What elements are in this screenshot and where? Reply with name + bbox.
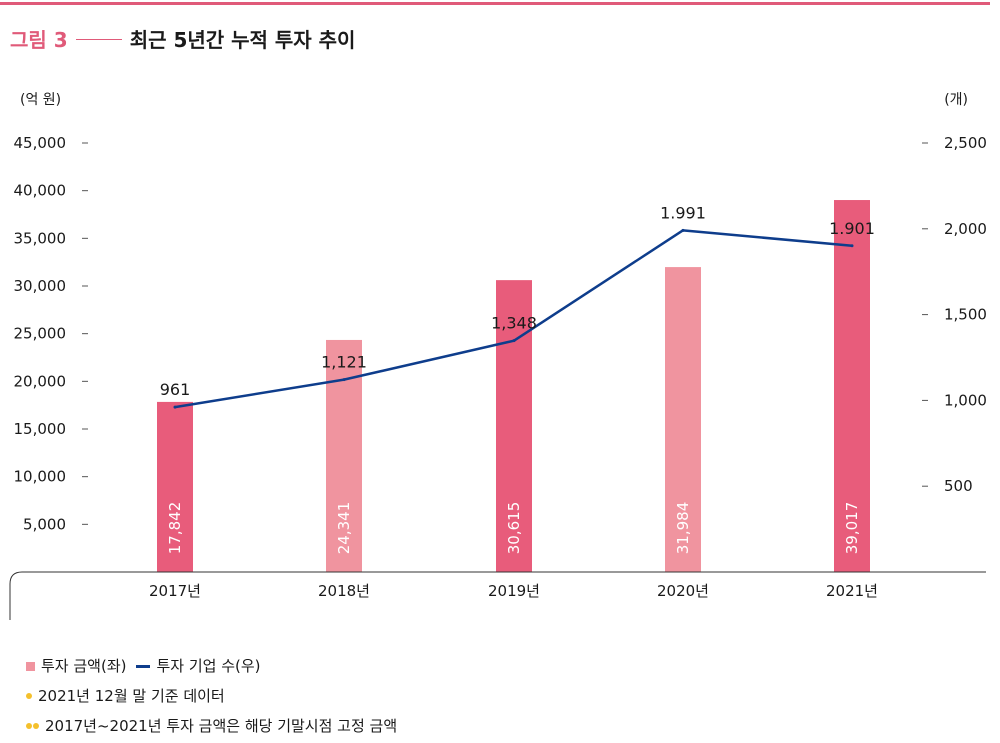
note-2-text: 2017년~2021년 투자 금액은 해당 기말시점 고정 금액 [45, 717, 398, 735]
left-tick-label: 15,000 [14, 420, 67, 438]
left-tick-label: 30,000 [14, 277, 67, 295]
right-tick-label: 2,500 [944, 134, 987, 152]
x-tick-label: 2020년 [657, 582, 709, 600]
left-tick-label: 20,000 [14, 372, 67, 390]
right-tick-label: 1,000 [944, 391, 987, 409]
x-axis-line [9, 571, 986, 620]
line-value-label: 1.901 [829, 219, 875, 238]
bar [665, 267, 701, 572]
note-1: 2021년 12월 말 기준 데이터 [26, 681, 397, 711]
left-tick-label: 25,000 [14, 325, 67, 343]
figure-label: 그림 3 [10, 28, 68, 52]
bar [496, 280, 532, 572]
legend-line-label: 투자 기업 수(우) [156, 657, 261, 675]
line-point [850, 244, 854, 248]
left-axis-unit: (억 원) [20, 92, 61, 108]
line-value-label: 1.991 [660, 203, 706, 222]
x-tick-label: 2021년 [826, 582, 878, 600]
bar-value-label: 31,984 [674, 502, 692, 555]
bars: 17,842 24,341 30,615 31,984 39,017 [157, 200, 870, 572]
left-tick-label: 10,000 [14, 468, 67, 486]
right-tick-label: 2,000 [944, 220, 987, 238]
legend-bar-swatch [26, 661, 35, 671]
x-tick-label: 2019년 [488, 582, 540, 600]
line-point [342, 378, 346, 382]
bar [834, 200, 870, 572]
bullet-dot-icon [26, 693, 32, 699]
line-value-label: 1,348 [491, 314, 537, 333]
bar-value-label: 39,017 [843, 502, 861, 555]
left-axis: (억 원) 5,000 10,000 15,000 20,000 25,000 30,000… [14, 92, 88, 533]
note-2: 2017년~2021년 투자 금액은 해당 기말시점 고정 금액 [26, 711, 397, 741]
line-point [681, 228, 685, 232]
x-tick-label: 2017년 [149, 582, 201, 600]
left-tick-label: 35,000 [14, 229, 67, 247]
left-tick-label: 5,000 [23, 515, 66, 533]
line-value-label: 1,121 [321, 353, 367, 372]
legend-row: 투자 금액(좌) 투자 기업 수(우) [26, 651, 397, 681]
right-axis: (개) 500 1,000 1,500 2,000 2,500 [922, 92, 987, 495]
bar-value-label: 24,341 [335, 502, 353, 555]
left-tick-label: 40,000 [14, 182, 67, 200]
x-tick-label: 2018년 [318, 582, 370, 600]
figure-title: 그림 3 최근 5년간 누적 투자 추이 [10, 24, 355, 53]
line-value-label: 961 [160, 380, 191, 399]
right-tick-label: 500 [944, 477, 973, 495]
bullet-dot-icon [33, 723, 39, 729]
legend-bar-label: 투자 금액(좌) [41, 657, 127, 675]
left-tick-label: 45,000 [14, 134, 67, 152]
line-point [512, 339, 516, 343]
legend: 투자 금액(좌) 투자 기업 수(우) 2021년 12월 말 기준 데이터 2… [26, 651, 397, 741]
figure-title-text: 최근 5년간 누적 투자 추이 [129, 28, 356, 52]
legend-line-swatch [136, 664, 151, 668]
bar [157, 401, 193, 572]
line-series: 961 1,121 1,348 1.991 1.901 [160, 203, 875, 409]
figure-title-rule [75, 39, 122, 40]
note-1-text: 2021년 12월 말 기준 데이터 [38, 687, 225, 705]
bar-value-label: 17,842 [166, 502, 184, 555]
line-point [173, 405, 177, 409]
bullet-dot-icon [26, 723, 32, 729]
top-rule [0, 2, 990, 5]
x-axis: 2017년 2018년 2019년 2020년 2021년 [9, 571, 986, 620]
right-tick-label: 1,500 [944, 306, 987, 324]
bar-value-label: 30,615 [505, 502, 523, 555]
right-axis-unit: (개) [944, 92, 968, 108]
